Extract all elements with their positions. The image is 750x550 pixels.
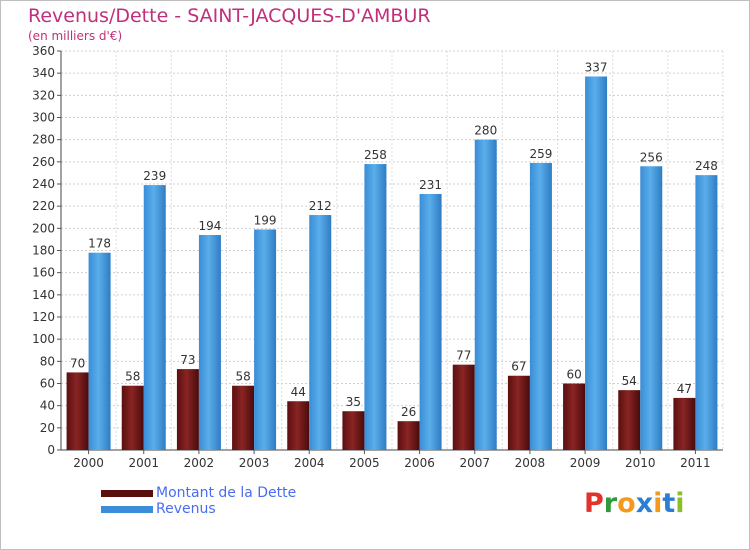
data-label-revenus: 258 bbox=[364, 148, 387, 162]
bar-revenus bbox=[309, 215, 332, 450]
x-tick-label: 2011 bbox=[680, 456, 711, 470]
bar-revenus bbox=[474, 139, 497, 450]
logo-letter: r bbox=[603, 488, 618, 519]
grid-layer bbox=[57, 50, 724, 454]
x-tick-label: 2009 bbox=[570, 456, 601, 470]
y-tick-label: 140 bbox=[32, 288, 55, 302]
bar-revenus bbox=[254, 229, 277, 450]
data-label-debt: 67 bbox=[511, 360, 526, 374]
bar-debt bbox=[342, 411, 365, 450]
data-label-revenus: 212 bbox=[309, 199, 332, 213]
chart-title: Revenus/Dette - SAINT-JACQUES-D'AMBUR bbox=[28, 5, 431, 27]
bar-debt bbox=[563, 383, 586, 450]
bar-debt bbox=[618, 390, 641, 450]
x-tick-label: 2007 bbox=[459, 456, 490, 470]
data-label-revenus: 280 bbox=[474, 124, 497, 138]
data-label-debt: 54 bbox=[622, 374, 637, 388]
bar-revenus bbox=[640, 166, 663, 450]
bar-debt bbox=[66, 372, 89, 450]
logo-letter: i bbox=[675, 488, 685, 519]
bar-revenus bbox=[198, 234, 221, 450]
data-label-debt: 35 bbox=[346, 395, 361, 409]
y-tick-label: 0 bbox=[47, 443, 55, 457]
legend-swatch-revenus bbox=[101, 506, 153, 513]
y-tick-label: 340 bbox=[32, 66, 55, 80]
logo-letter: P bbox=[584, 488, 604, 519]
data-label-debt: 44 bbox=[291, 385, 306, 399]
bar-debt bbox=[176, 369, 199, 450]
y-tick-label: 280 bbox=[32, 133, 55, 147]
y-tick-label: 20 bbox=[40, 421, 55, 435]
bar-revenus bbox=[529, 162, 552, 451]
proxiti-logo: Proxiti bbox=[584, 488, 685, 519]
y-tick-label: 240 bbox=[32, 177, 55, 191]
x-tick-label: 2002 bbox=[184, 456, 215, 470]
data-label-debt: 58 bbox=[125, 370, 140, 384]
logo-letter: x bbox=[635, 488, 654, 519]
bar-debt bbox=[397, 421, 420, 450]
y-tick-label: 220 bbox=[32, 199, 55, 213]
bar-revenus bbox=[143, 185, 166, 450]
x-tick-label: 2001 bbox=[128, 456, 159, 470]
bar-revenus bbox=[364, 164, 387, 451]
bar-layer bbox=[66, 76, 718, 451]
x-tick-label: 2008 bbox=[515, 456, 546, 470]
logo-letter: t bbox=[662, 488, 676, 519]
y-tick-label: 360 bbox=[32, 44, 55, 58]
x-tick-label: 2006 bbox=[404, 456, 435, 470]
data-label-debt: 77 bbox=[456, 349, 471, 363]
bar-debt bbox=[452, 364, 475, 450]
y-tick-label: 200 bbox=[32, 221, 55, 235]
y-tick-label: 80 bbox=[40, 354, 55, 368]
data-label-debt: 26 bbox=[401, 405, 416, 419]
data-label-debt: 60 bbox=[566, 368, 581, 382]
data-label-debt: 70 bbox=[70, 356, 85, 370]
data-label-revenus: 337 bbox=[585, 60, 608, 74]
bar-revenus bbox=[419, 193, 442, 450]
x-tick-label: 2000 bbox=[73, 456, 104, 470]
y-tick-label: 260 bbox=[32, 155, 55, 169]
x-tick-label: 2004 bbox=[294, 456, 325, 470]
bar-debt bbox=[673, 397, 696, 450]
data-label-debt: 47 bbox=[677, 382, 692, 396]
label-layer: 0 20 40 60 80 100 120 140 160 180 200 220 240 260 280 3… bbox=[32, 44, 718, 470]
bar-revenus bbox=[88, 252, 111, 450]
legend-label-debt: Montant de la Dette bbox=[156, 485, 297, 501]
legend-swatch-debt bbox=[101, 490, 153, 497]
legend-label-revenus: Revenus bbox=[156, 501, 216, 517]
data-label-revenus: 248 bbox=[695, 159, 718, 173]
y-tick-label: 60 bbox=[40, 377, 55, 391]
data-label-revenus: 256 bbox=[640, 150, 663, 164]
bar-debt bbox=[507, 375, 530, 450]
logo-letter: i bbox=[653, 488, 663, 519]
y-tick-label: 160 bbox=[32, 266, 55, 280]
data-label-revenus: 199 bbox=[254, 213, 277, 227]
data-label-revenus: 194 bbox=[198, 219, 221, 233]
data-label-revenus: 178 bbox=[88, 237, 111, 251]
bar-revenus bbox=[585, 76, 608, 450]
x-tick-label: 2010 bbox=[625, 456, 656, 470]
logo-letter: o bbox=[617, 488, 636, 519]
data-label-debt: 73 bbox=[180, 353, 195, 367]
data-label-revenus: 231 bbox=[419, 178, 442, 192]
bar-debt bbox=[232, 385, 255, 450]
x-tick-label: 2005 bbox=[349, 456, 380, 470]
bar-debt bbox=[287, 401, 310, 450]
bar-revenus bbox=[695, 175, 718, 450]
data-label-revenus: 239 bbox=[143, 169, 166, 183]
y-tick-label: 40 bbox=[40, 399, 55, 413]
data-label-debt: 58 bbox=[235, 370, 250, 384]
bar-debt bbox=[121, 385, 144, 450]
y-tick-label: 180 bbox=[32, 244, 55, 258]
y-tick-label: 300 bbox=[32, 111, 55, 125]
y-tick-label: 120 bbox=[32, 310, 55, 324]
chart-subtitle: (en milliers d'€) bbox=[28, 29, 123, 43]
y-tick-label: 100 bbox=[32, 332, 55, 346]
x-tick-label: 2003 bbox=[239, 456, 270, 470]
y-tick-label: 320 bbox=[32, 88, 55, 102]
data-label-revenus: 259 bbox=[529, 147, 552, 161]
